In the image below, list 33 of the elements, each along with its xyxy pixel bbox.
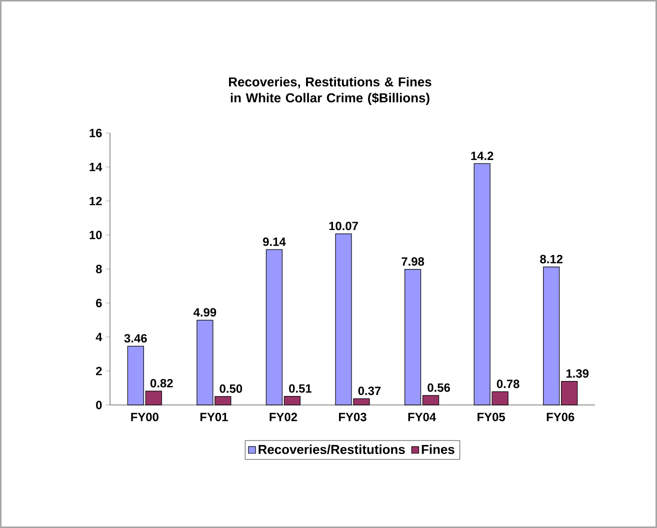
data-label: 10.07 xyxy=(329,222,358,230)
y-tick-label: 0 xyxy=(96,400,102,410)
x-tick-label: FY00 xyxy=(131,412,158,422)
data-label: 9.14 xyxy=(263,238,286,246)
x-tick-label: FY04 xyxy=(408,412,436,422)
legend-label: Recoveries/Restitutions xyxy=(258,444,405,454)
x-tick-label: FY02 xyxy=(270,412,298,422)
legend-label: Fines xyxy=(422,444,454,454)
x-tick-label: FY03 xyxy=(339,412,366,422)
y-tick-label: 12 xyxy=(90,196,102,206)
y-tick-label: 8 xyxy=(96,264,102,274)
data-label: 0.82 xyxy=(150,378,173,388)
data-label: 0.78 xyxy=(496,380,520,388)
data-label: 1.39 xyxy=(566,369,589,378)
data-label: 4.99 xyxy=(193,308,216,317)
data-label: 8.12 xyxy=(540,254,563,264)
x-tick-label: FY01 xyxy=(200,412,228,422)
y-tick-label: 10 xyxy=(90,230,102,240)
data-label: 0.50 xyxy=(220,384,242,393)
y-tick-label: 16 xyxy=(90,128,102,138)
chart-title: Recoveries, Restitutions & Fines in White Collar Crime ($Billions) xyxy=(229,76,432,105)
y-tick-label: 6 xyxy=(96,298,102,308)
y-tick-label: 2 xyxy=(96,366,102,376)
data-label: 0.51 xyxy=(289,384,312,393)
x-tick-label: FY05 xyxy=(478,412,506,422)
data-label: 0.37 xyxy=(358,386,381,396)
data-label: 3.46 xyxy=(124,334,147,343)
y-tick-label: 4 xyxy=(96,332,102,342)
data-label: 14.2 xyxy=(471,152,494,160)
x-tick-label: FY06 xyxy=(546,412,574,422)
y-tick-label: 14 xyxy=(90,162,102,172)
data-label: 0.56 xyxy=(428,383,450,392)
data-label: 7.98 xyxy=(402,257,424,266)
